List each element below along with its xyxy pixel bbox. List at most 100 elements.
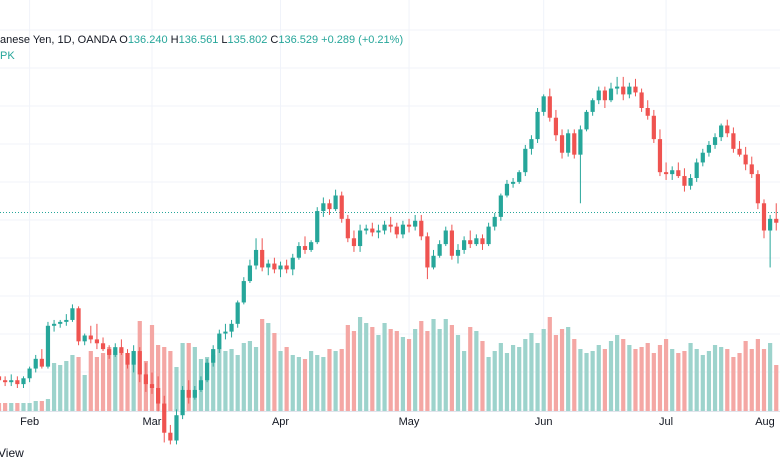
low-key: L: [221, 34, 228, 46]
candle-body: [211, 349, 216, 363]
candle-body: [45, 325, 51, 367]
candle: [523, 144, 528, 177]
volume-bar: [45, 399, 51, 411]
candle-body: [241, 281, 246, 303]
volume-bar: [590, 351, 595, 411]
candle: [437, 240, 442, 258]
candle: [278, 261, 283, 278]
volume-bar: [266, 323, 271, 411]
candle-body: [590, 100, 595, 112]
volume-bar: [443, 319, 448, 411]
candle: [510, 178, 516, 188]
volume-bar: [657, 345, 663, 411]
candle-body: [413, 220, 418, 227]
candle-body: [602, 90, 607, 101]
candle: [309, 240, 314, 252]
volume-bar: [566, 327, 571, 411]
candle: [64, 314, 69, 326]
volume-bar: [0, 403, 2, 411]
volume-bar: [480, 341, 485, 411]
candle-body: [566, 133, 571, 153]
candle-body: [749, 164, 754, 175]
candle-body: [768, 218, 773, 231]
volume-bar: [119, 349, 124, 411]
candle: [449, 224, 454, 260]
candle: [168, 424, 173, 445]
candle-body: [321, 203, 326, 212]
candle-body: [578, 129, 583, 155]
candle-body: [725, 125, 730, 134]
candle-body: [76, 308, 81, 342]
volume-bar: [204, 357, 210, 411]
candle: [431, 249, 436, 270]
symbol-label: anese Yen, 1D, OANDA: [0, 34, 117, 46]
volume-bar: [559, 329, 565, 411]
volume-bar: [474, 331, 479, 411]
candle-body: [559, 135, 565, 153]
volume-bar: [676, 353, 681, 411]
candle: [541, 94, 546, 116]
volume-bar: [639, 347, 644, 411]
volume-bar: [180, 343, 185, 411]
candle-body: [39, 358, 44, 367]
open-key: O: [119, 34, 128, 46]
candle-body: [156, 388, 161, 404]
candle-body: [296, 246, 301, 258]
volume-bar: [3, 403, 8, 411]
candle: [315, 207, 320, 245]
volume-bar: [694, 349, 699, 411]
candle-body: [94, 339, 100, 344]
candle: [749, 156, 754, 178]
volume-bars: [0, 317, 779, 411]
volume-bar: [278, 351, 283, 411]
candle: [351, 230, 357, 252]
candle: [663, 162, 669, 180]
candle: [51, 319, 57, 332]
candle-body: [266, 263, 271, 268]
candle: [761, 199, 767, 239]
candle: [70, 304, 75, 322]
candle: [639, 88, 644, 112]
candle: [88, 325, 93, 344]
candle-body: [119, 347, 124, 353]
volume-bar: [755, 339, 760, 411]
candle: [113, 343, 118, 357]
candle-body: [639, 92, 644, 108]
volume-bar: [162, 347, 167, 411]
candle-body: [406, 224, 412, 227]
volume-bar: [462, 351, 467, 411]
high-value: 136.561: [178, 34, 219, 46]
candle-body: [400, 224, 406, 235]
candle-body: [88, 335, 93, 340]
volume-bar: [706, 351, 712, 411]
candle: [425, 232, 430, 280]
candle-body: [27, 368, 32, 379]
candle-body: [345, 218, 350, 239]
ohlc-legend: anese Yen, 1D, OANDA O136.240 H136.561 L…: [0, 34, 403, 46]
candle: [584, 109, 589, 132]
volume-bar: [400, 337, 406, 411]
candle-body: [774, 218, 779, 223]
volume-bar: [541, 329, 546, 411]
candle-body: [107, 349, 112, 355]
candle-body: [688, 178, 693, 186]
volume-bar: [125, 353, 130, 411]
volume-bar: [455, 335, 461, 411]
volume-bar: [27, 403, 32, 411]
volume-bar: [284, 347, 289, 411]
high-key: H: [170, 34, 179, 46]
volume-bar: [731, 357, 736, 411]
volume-bar: [186, 343, 191, 411]
candle-body: [449, 230, 454, 256]
candle-body: [510, 181, 516, 184]
candle: [235, 300, 240, 328]
candle: [700, 148, 705, 167]
candle-body: [309, 242, 314, 250]
candle: [737, 141, 742, 157]
candle: [266, 259, 271, 276]
candle: [400, 220, 406, 239]
volume-bar: [76, 357, 81, 411]
volume-bar: [33, 401, 38, 411]
volume-bar: [510, 345, 516, 411]
